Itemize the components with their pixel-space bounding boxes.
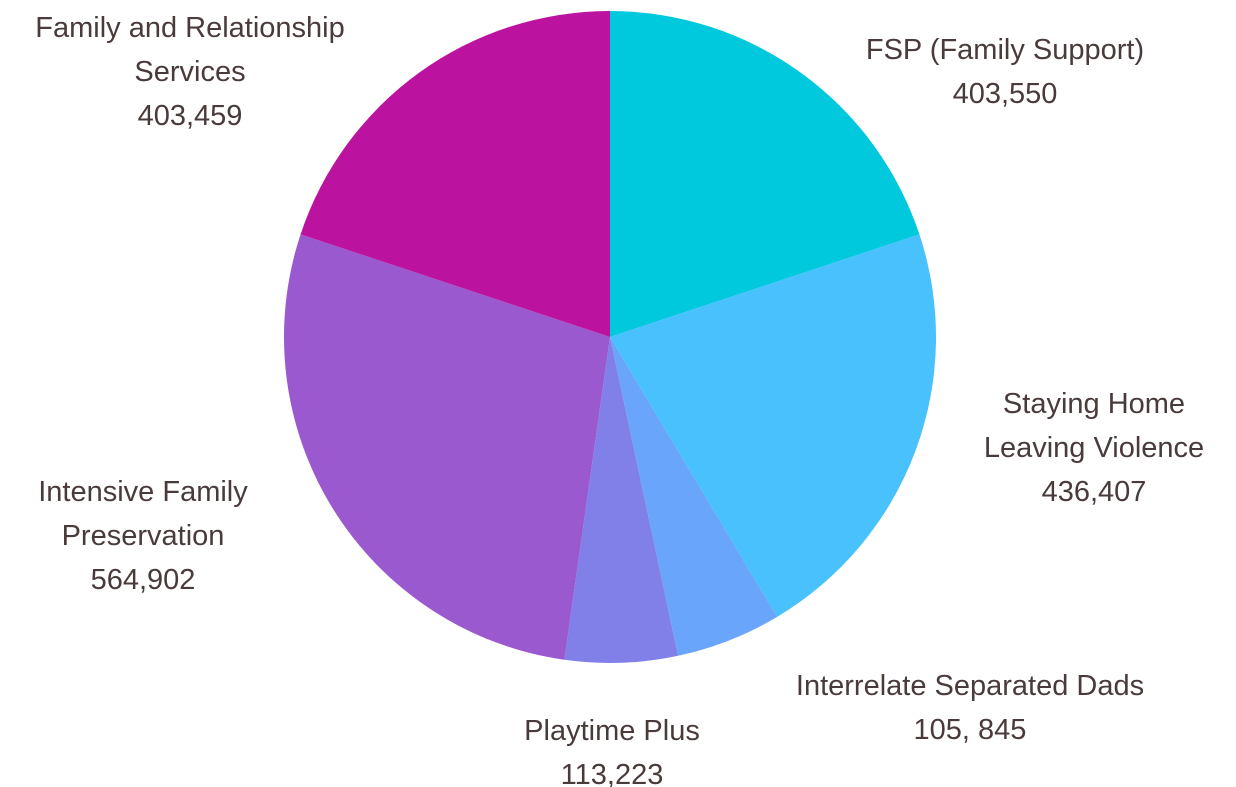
- slice-label: Intensive Family Preservation 564,902: [13, 470, 273, 602]
- value-label: 564,902: [90, 564, 196, 596]
- value-label: 403,459: [137, 100, 243, 132]
- value-label: 113,223: [560, 759, 664, 787]
- slice-label: FSP (Family Support) 403,550: [835, 28, 1175, 116]
- pie-slice: [610, 234, 936, 617]
- category-label: Interrelate Separated Dads: [795, 670, 1145, 702]
- slice-label: Playtime Plus 113,223: [482, 709, 742, 787]
- value-label: 436,407: [1041, 476, 1147, 508]
- pie-slice: [610, 11, 920, 337]
- pie-slice: [284, 234, 610, 660]
- pie-slice: [300, 11, 610, 337]
- value-label: 105, 845: [913, 714, 1027, 746]
- value-label: 403,550: [952, 78, 1058, 110]
- category-label: FSP (Family Support): [865, 34, 1145, 66]
- pie-slice: [564, 337, 679, 663]
- category-label: Playtime Plus: [524, 715, 700, 747]
- category-label: Family and Relationship Services: [35, 12, 345, 88]
- slice-label: Staying Home Leaving Violence 436,407: [957, 382, 1232, 514]
- category-label: Intensive Family Preservation: [38, 476, 248, 552]
- slice-label: Family and Relationship Services 403,459: [0, 6, 385, 138]
- slice-label: Interrelate Separated Dads 105, 845: [750, 664, 1190, 752]
- category-label: Staying Home Leaving Violence: [983, 388, 1205, 464]
- pie-slice: [610, 337, 778, 656]
